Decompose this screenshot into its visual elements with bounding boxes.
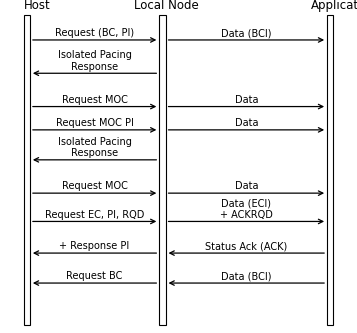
Text: Data: Data bbox=[235, 95, 258, 105]
Text: Isolated Pacing
Response: Isolated Pacing Response bbox=[58, 137, 131, 158]
Text: Data: Data bbox=[235, 118, 258, 128]
Text: Request MOC: Request MOC bbox=[62, 95, 127, 105]
Text: + Response PI: + Response PI bbox=[60, 241, 130, 251]
Text: Application: Application bbox=[311, 0, 357, 12]
Text: Local Node: Local Node bbox=[134, 0, 198, 12]
Bar bbox=[24, 15, 30, 325]
Text: Status Ack (ACK): Status Ack (ACK) bbox=[205, 241, 287, 251]
Bar bbox=[159, 15, 166, 325]
Text: Host: Host bbox=[24, 0, 50, 12]
Text: Data (BCI): Data (BCI) bbox=[221, 271, 272, 281]
Text: Request BC: Request BC bbox=[66, 271, 123, 281]
Text: Request MOC PI: Request MOC PI bbox=[56, 118, 134, 128]
Text: Data (BCI): Data (BCI) bbox=[221, 28, 272, 38]
Text: Isolated Pacing
Response: Isolated Pacing Response bbox=[58, 50, 131, 72]
Text: Data (ECI)
+ ACKRQD: Data (ECI) + ACKRQD bbox=[220, 198, 273, 220]
Text: Request EC, PI, RQD: Request EC, PI, RQD bbox=[45, 210, 144, 220]
Text: Request MOC: Request MOC bbox=[62, 181, 127, 191]
Bar bbox=[327, 15, 333, 325]
Text: Request (BC, PI): Request (BC, PI) bbox=[55, 28, 134, 38]
Text: Data: Data bbox=[235, 181, 258, 191]
